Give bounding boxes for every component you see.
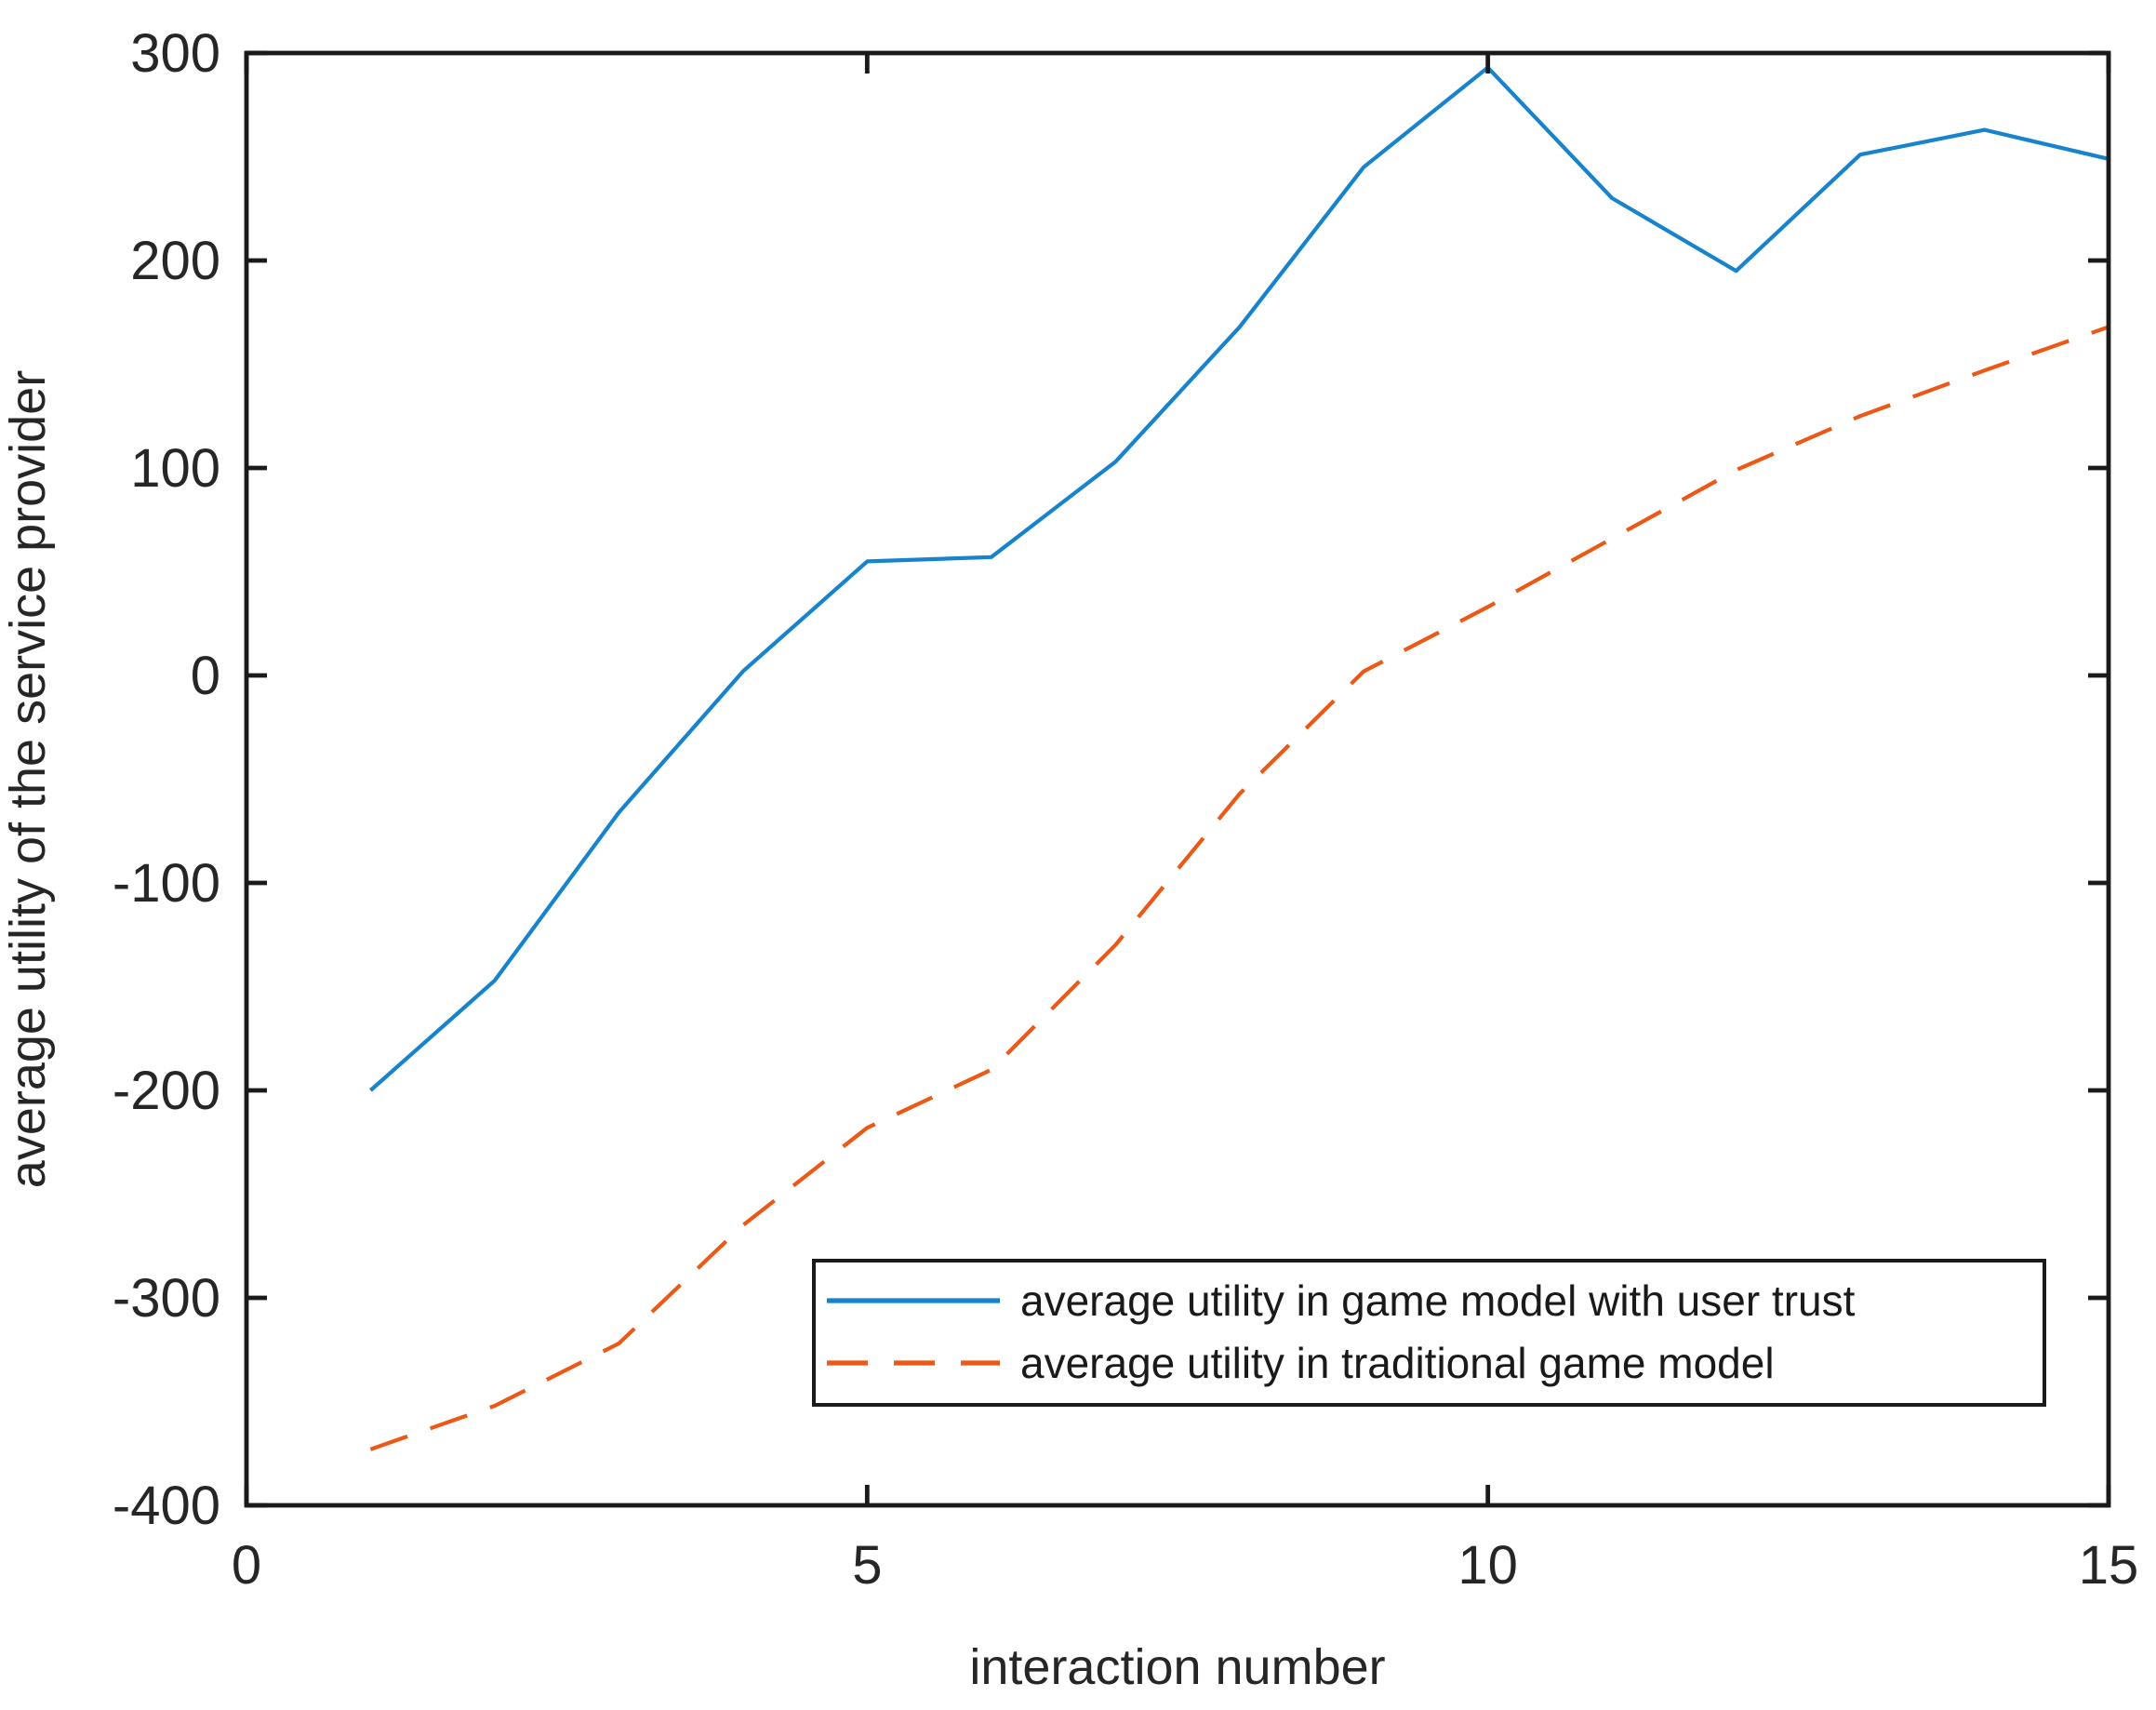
x-tick-labels: 0 5 10 15 (232, 1535, 2138, 1596)
y-tick-label: 0 (191, 646, 220, 706)
x-axis-label: interaction number (969, 1639, 1385, 1695)
legend-box (812, 1259, 2046, 1407)
legend-label-user-trust: average utility in game model with user … (1020, 1276, 1856, 1325)
legend-label-traditional: average utility in traditional game mode… (1020, 1339, 1775, 1387)
x-tick-label: 5 (852, 1535, 882, 1596)
y-tick-label: -200 (113, 1061, 220, 1121)
series-line-traditional-game-model (369, 325, 2109, 1451)
y-tick-label: 200 (130, 231, 220, 291)
y-axis-label: average utility of the service provider (0, 370, 56, 1188)
axes-box (244, 50, 2111, 1508)
y-tick-label: 100 (130, 438, 220, 499)
y-tick-label: 300 (130, 23, 220, 84)
x-tick-label: 15 (2079, 1535, 2139, 1596)
x-tick-label: 0 (232, 1535, 261, 1596)
x-tick-label: 10 (1457, 1535, 1518, 1596)
y-tick-labels: -400 -300 -200 -100 0 100 200 300 (113, 23, 220, 1536)
y-tick-label: -100 (113, 853, 220, 914)
series-line-game-model-with-user-trust (369, 65, 2109, 1092)
series-lines (369, 65, 2109, 1451)
axis-ticks (244, 50, 2111, 1508)
legend: average utility in game model with user … (812, 1259, 2046, 1407)
y-tick-label: -300 (113, 1268, 220, 1329)
y-tick-label: -400 (113, 1476, 220, 1536)
